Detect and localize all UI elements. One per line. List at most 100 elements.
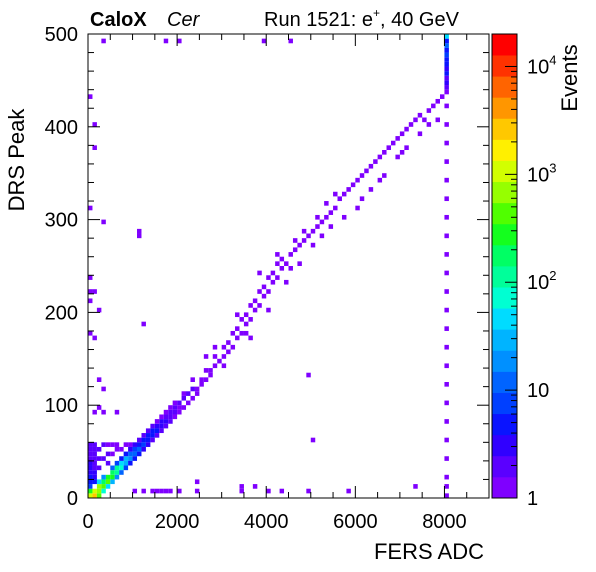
heatmap-cell xyxy=(154,488,160,494)
heatmap-cell xyxy=(239,484,244,489)
heatmap-cell xyxy=(444,456,449,461)
heatmap-cell xyxy=(92,451,97,457)
run-label-prefix: Run 1521: e xyxy=(264,9,373,31)
heatmap-cell xyxy=(230,330,236,336)
heatmap-cell xyxy=(221,354,227,359)
heatmap-cell xyxy=(444,289,449,294)
heatmap-cell xyxy=(319,233,325,239)
colorbar-swatch xyxy=(492,202,517,225)
heatmap-cell xyxy=(190,395,195,401)
heatmap-cell xyxy=(96,446,102,452)
heatmap-cell xyxy=(96,456,102,461)
heatmap-cell xyxy=(444,89,449,95)
colorbar-tick-base: 10 xyxy=(527,272,549,294)
heatmap-cell xyxy=(266,488,271,494)
heatmap-cell xyxy=(88,205,93,211)
colorbar-swatch xyxy=(492,244,517,267)
heatmap-cell xyxy=(377,177,383,183)
heatmap-cell xyxy=(435,98,440,104)
heatmap-cell xyxy=(123,465,129,471)
heatmap-cell xyxy=(96,465,102,471)
heatmap-cell xyxy=(177,38,182,44)
heatmap-cell xyxy=(306,372,311,378)
colorbar-swatch xyxy=(492,97,517,119)
heatmap-cell xyxy=(190,386,195,392)
heatmap-cell xyxy=(444,437,449,443)
colorbar-swatch xyxy=(492,392,517,415)
heatmap-cell xyxy=(92,456,97,461)
y-tick-label: 0 xyxy=(67,488,78,510)
heatmap-cell xyxy=(168,419,173,424)
heatmap-cell xyxy=(404,145,409,150)
heatmap-cell xyxy=(328,210,334,215)
heatmap-cell xyxy=(150,433,155,438)
heatmap-cell xyxy=(359,173,365,178)
y-axis-title: DRS Peak xyxy=(4,108,29,212)
heatmap-cell xyxy=(346,187,351,192)
y-axis-ticks: 0 100 200 300 400 500 xyxy=(45,24,489,510)
heatmap-cell xyxy=(88,465,93,471)
heatmap-cell xyxy=(88,451,93,457)
heatmap-cell xyxy=(444,382,449,387)
heatmap-cell xyxy=(186,400,191,406)
colorbar-swatch xyxy=(492,118,517,140)
heatmap-cell xyxy=(413,117,418,123)
heatmap-cell xyxy=(310,437,316,443)
heatmap-cell xyxy=(279,256,285,262)
x-tick-label: 4000 xyxy=(244,511,289,533)
heatmap-cell xyxy=(292,247,298,253)
heatmap-cell xyxy=(444,419,449,424)
heatmap-cell xyxy=(261,293,267,299)
heatmap-cell xyxy=(123,442,129,447)
heatmap-cell xyxy=(203,368,209,373)
x-axis-title: FERS ADC xyxy=(374,539,484,564)
heatmap-cell xyxy=(266,307,271,313)
colorbar-swatch xyxy=(492,223,517,246)
heatmap-cell xyxy=(284,261,289,266)
heatmap-cell xyxy=(395,136,400,141)
x-tick-label: 8000 xyxy=(422,511,467,533)
colorbar-swatch xyxy=(492,434,517,457)
x-tick-label: 6000 xyxy=(333,511,378,533)
y-tick-label: 400 xyxy=(45,117,78,139)
heatmap-cell xyxy=(297,242,302,248)
heatmap-cell xyxy=(359,196,365,202)
heatmap-cell xyxy=(96,307,102,313)
heatmap-cell xyxy=(88,470,93,475)
heatmap-cell xyxy=(110,442,115,447)
heatmap-cell xyxy=(270,270,276,276)
heatmap-cell xyxy=(92,442,97,447)
heatmap-cell xyxy=(248,303,253,308)
heatmap-cell xyxy=(190,377,195,382)
heatmap-cell xyxy=(119,470,124,475)
heatmap-cell xyxy=(203,354,209,359)
heatmap-cell xyxy=(324,214,329,220)
heatmap-cell xyxy=(92,335,97,341)
heatmap-cell xyxy=(145,442,151,447)
colorbar-tick-exponent: 4 xyxy=(549,52,556,67)
heatmap-cell xyxy=(444,214,449,220)
heatmap-cell xyxy=(310,242,316,248)
heatmap-cell xyxy=(395,154,400,160)
colorbar-swatch xyxy=(492,371,517,393)
heatmap-cell xyxy=(310,228,316,234)
heatmap-cell xyxy=(141,433,146,438)
heatmap-cell xyxy=(319,219,325,225)
heatmap-cell xyxy=(444,61,449,67)
heatmap-cell xyxy=(132,488,138,494)
heatmap-cell xyxy=(382,173,387,178)
heatmap-cell xyxy=(150,428,155,434)
heatmap-cell xyxy=(101,479,106,485)
heatmap-cell xyxy=(333,191,338,197)
heatmap-cell xyxy=(177,409,182,415)
heatmap-cell xyxy=(114,465,120,471)
y-tick-label: 500 xyxy=(45,24,78,46)
heatmap-cell xyxy=(110,465,115,471)
heatmap-cell xyxy=(444,252,449,257)
heatmap-cell xyxy=(101,219,106,225)
heatmap-cell xyxy=(92,289,97,294)
heatmap-cell xyxy=(270,279,276,285)
heatmap-cell xyxy=(426,108,432,113)
heatmap-cell xyxy=(444,75,449,81)
heatmap-cell xyxy=(137,442,142,447)
